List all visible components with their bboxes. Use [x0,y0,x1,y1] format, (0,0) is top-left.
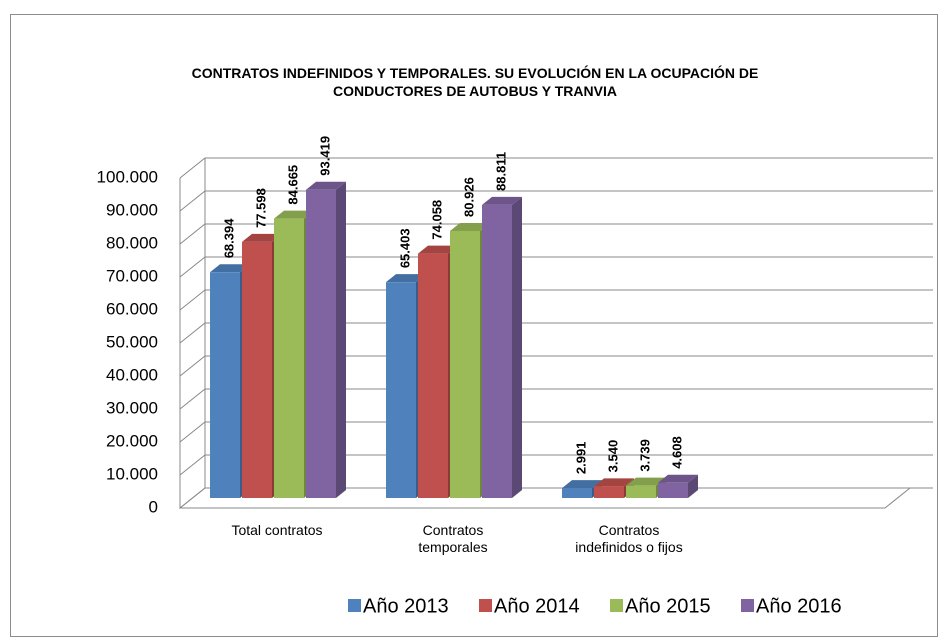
bar-side [688,474,698,498]
y-tick-label: 50.000 [106,332,158,351]
legend-label: Año 2013 [363,595,449,617]
y-tick-label: 10.000 [106,464,158,483]
bar [482,204,512,498]
x-tick-label: Total contratos [231,522,323,538]
bar-top [418,245,458,254]
grid-line [179,289,933,311]
bar-top [594,478,634,487]
grid-line [179,256,933,278]
value-label: 88.811 [493,152,508,191]
legend-swatch [348,599,361,612]
value-label: 4.608 [669,436,684,469]
y-tick-label: 0 [149,497,158,516]
x-tick-label: Contratos indefinidos o fijos [575,522,683,555]
y-tick-label: 60.000 [106,299,158,318]
y-tick-label: 30.000 [106,398,158,417]
value-label: 74.058 [429,200,444,240]
y-tick-label: 80.000 [106,233,158,252]
x-tick-label: Contratos temporales [418,522,488,555]
chart-title: CONTRATOS INDEFINIDOS Y TEMPORALES. SU E… [191,65,759,99]
legend-label: Año 2016 [756,595,842,617]
bar [242,241,272,498]
value-label: 68.394 [221,218,236,259]
legend-label: Año 2015 [625,595,711,617]
bar-top [450,222,490,231]
bar-top [482,196,522,205]
grid-line [179,157,933,179]
grid-line [179,223,933,245]
value-label: 2.991 [573,442,588,475]
bar-top [306,181,346,190]
y-tick-label: 20.000 [106,431,158,450]
legend-swatch [741,599,754,612]
grid-line [179,421,933,443]
legend-label: Año 2014 [494,595,580,617]
y-tick-label: 100.000 [97,167,158,186]
value-label: 3.739 [637,439,652,472]
bar-side [336,181,346,499]
plot-area: 0 10.000 20.000 30.000 40.000 50.000 60.000 70.… [97,136,933,516]
value-label: 80.926 [461,177,476,217]
bar-top [242,233,282,242]
bar-top [562,480,602,489]
grid-line [179,190,933,212]
value-label: 3.540 [605,440,620,473]
bar-top [274,210,314,219]
value-label: 77.598 [253,188,268,228]
bar-side [512,196,522,498]
bar [594,486,624,498]
y-tick-label: 70.000 [106,266,158,285]
legend-swatch [479,599,492,612]
grid-line [179,322,933,344]
legend-swatch [610,599,623,612]
bar-top [386,274,426,283]
bar [626,485,656,498]
grid-line [179,454,933,476]
bar [210,272,240,498]
y-tick-label: 40.000 [106,365,158,384]
bar [450,230,480,498]
value-label: 65.403 [397,228,412,268]
bar [306,189,336,499]
grid-line [179,355,933,377]
bar [658,482,688,498]
bar [418,253,448,498]
bar-top [658,474,698,483]
grid-line [179,388,933,410]
value-label: 84.665 [285,165,300,205]
bar-top [210,264,250,273]
bar [274,218,304,498]
bar [386,282,416,498]
bar-top [626,477,666,486]
bar [562,488,592,498]
value-label: 93.419 [317,136,332,176]
y-tick-label: 90.000 [106,200,158,219]
